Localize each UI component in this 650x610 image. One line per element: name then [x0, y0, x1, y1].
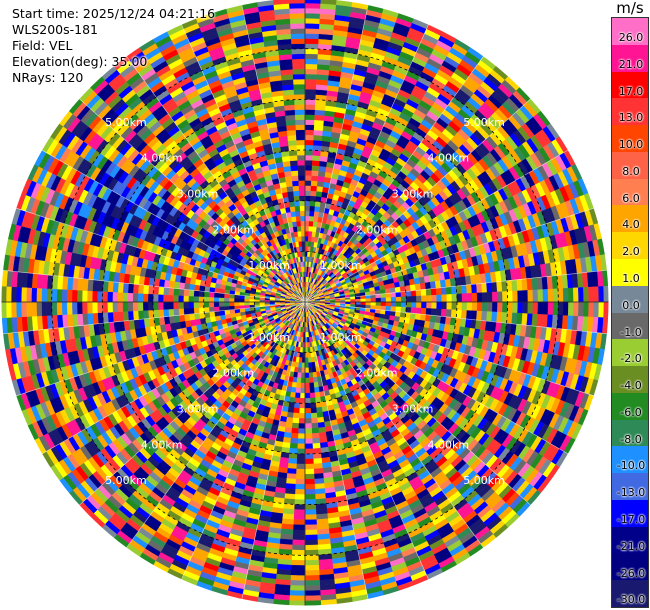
colorbar-tick-label: 2.0 — [622, 245, 640, 259]
colorbar-segment — [612, 44, 648, 73]
range-ring-label: 3.00km — [177, 188, 219, 201]
range-ring-label: 5.00km — [105, 116, 147, 129]
colorbar-tick-label: 8.0 — [622, 164, 640, 178]
colorbar-segment — [612, 526, 648, 554]
colorbar-segment — [612, 151, 648, 180]
range-ring-label: 4.00km — [428, 152, 470, 165]
colorbar-tick-label: -1.0 — [620, 325, 642, 339]
colorbar-tick-label: 10.0 — [618, 138, 644, 152]
range-ring-label: 3.00km — [392, 188, 434, 201]
range-ring-label: 5.00km — [463, 474, 505, 487]
colorbar-tick-label: 13.0 — [618, 111, 644, 125]
range-ring-label: 4.00km — [428, 438, 470, 451]
ray-gap — [126, 301, 306, 549]
instrument-label: WLS200s-181 — [12, 22, 98, 37]
start-time-label: Start time: 2025/12/24 04:21:16 — [12, 6, 216, 21]
colorbar-tick-label: -6.0 — [620, 405, 642, 419]
colorbar-tick-label: -26.0 — [616, 566, 646, 580]
colorbar-segment — [612, 71, 648, 99]
colorbar-tick-label: -21.0 — [616, 539, 646, 553]
range-ring-label: 2.00km — [356, 367, 398, 380]
colorbar-segment — [612, 553, 648, 581]
range-ring-label: 1.00km — [320, 259, 362, 272]
colorbar-segment — [612, 419, 648, 447]
colorbar-tick-label: 0.0 — [622, 298, 640, 312]
colorbar-segment — [612, 580, 648, 608]
colorbar-segment — [612, 366, 648, 394]
colorbar-segment — [612, 473, 648, 501]
range-ring — [101, 98, 509, 506]
ray-gap — [304, 4, 369, 303]
colorbar-segment — [612, 258, 648, 287]
range-ring — [51, 48, 559, 556]
colorbar-tick-label: 26.0 — [618, 31, 644, 45]
range-ring-label: 4.00km — [141, 438, 183, 451]
colorbar-tick-label: -17.0 — [616, 512, 646, 526]
range-ring — [203, 200, 407, 404]
range-ring-label: 2.00km — [356, 223, 398, 236]
elevation-label: Elevation(deg): 35.00 — [12, 54, 148, 69]
colorbar-segment — [612, 339, 648, 367]
range-ring — [152, 149, 458, 455]
colorbar-unit: m/s — [616, 0, 644, 17]
colorbar-tick-label: -13.0 — [616, 486, 646, 500]
outer-boundary — [0, 0, 610, 607]
colorbar-segment — [612, 205, 648, 233]
colorbar-tick-label: -10.0 — [616, 459, 646, 473]
colorbar-tick-label: 4.0 — [622, 218, 640, 232]
ray-gap — [304, 301, 484, 549]
colorbar-tick-label: -8.0 — [620, 432, 642, 446]
colorbar-tick-label: -2.0 — [620, 352, 642, 366]
colorbar-segment — [612, 232, 648, 260]
range-ring-label: 5.00km — [105, 474, 147, 487]
range-ring-label: 3.00km — [392, 403, 434, 416]
colorbar-segment — [612, 312, 648, 340]
range-ring-label: 2.00km — [213, 223, 255, 236]
colorbar-segment — [612, 285, 648, 313]
nrays-label: NRays: 120 — [12, 70, 84, 85]
colorbar-tick-label: 1.0 — [622, 272, 640, 286]
colorbar-tick-label: -30.0 — [616, 593, 646, 607]
colorbar-segment — [612, 446, 648, 474]
velocity-field — [0, 0, 610, 607]
colorbar-segment — [612, 392, 648, 421]
range-ring-label: 3.00km — [177, 403, 219, 416]
ray-gap — [41, 149, 306, 303]
range-ring-label: 2.00km — [213, 367, 255, 380]
colorbar-segment — [612, 98, 648, 126]
range-ring-label: 1.00km — [248, 259, 290, 272]
range-ring-label: 1.00km — [320, 331, 362, 344]
colorbar-tick-label: -4.0 — [620, 379, 642, 393]
colorbar-tick-label: 17.0 — [618, 84, 644, 98]
range-ring-label: 1.00km — [248, 331, 290, 344]
range-ring-label: 4.00km — [141, 152, 183, 165]
colorbar-segment — [612, 125, 648, 153]
scan-info: Start time: 2025/12/24 04:21:16 WLS200s-… — [12, 6, 215, 86]
range-ring-label: 5.00km — [463, 116, 505, 129]
field-label: Field: VEL — [12, 38, 73, 53]
colorbar-segment — [612, 18, 648, 46]
colorbar: 26.0 21.0 17.0 13.0 10.0 8.0 6.0 4.0 2.0 1.0 0.0 -1… — [611, 17, 649, 608]
colorbar-segment — [612, 499, 648, 528]
range-ring — [253, 250, 357, 354]
colorbar-segment — [612, 178, 648, 206]
colorbar-tick-label: 21.0 — [618, 57, 644, 71]
colorbar-tick-label: 6.0 — [622, 191, 640, 205]
